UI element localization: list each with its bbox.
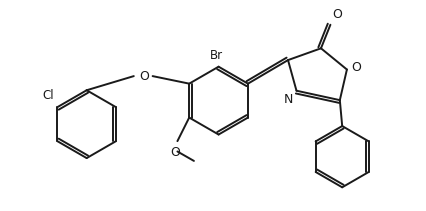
Text: O: O xyxy=(351,61,362,74)
Text: O: O xyxy=(139,70,149,83)
Text: N: N xyxy=(283,93,293,106)
Text: O: O xyxy=(332,8,342,21)
Text: Cl: Cl xyxy=(42,89,54,101)
Text: O: O xyxy=(170,146,180,159)
Text: Br: Br xyxy=(210,49,223,62)
